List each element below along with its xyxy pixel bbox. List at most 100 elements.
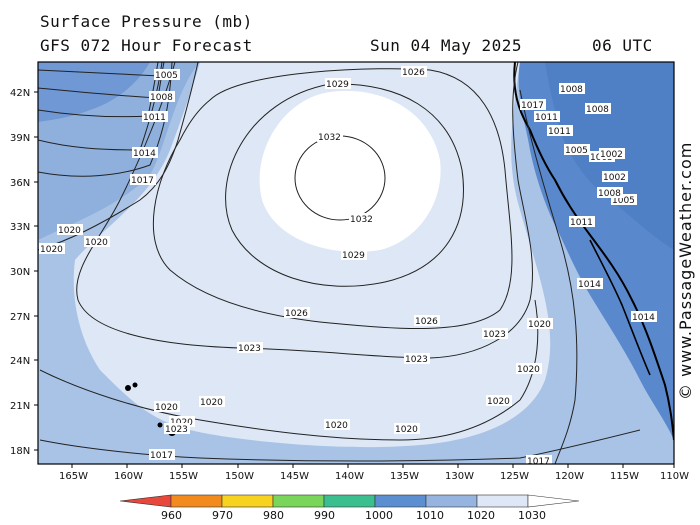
isobar-1020b xyxy=(39,299,539,441)
isobar-label-bg xyxy=(84,236,110,247)
isobar-label: 1014 xyxy=(578,280,601,290)
isobar-label: 1023 xyxy=(165,425,188,435)
isobar-label: 1029 xyxy=(326,80,349,90)
isobar-label-bg xyxy=(284,307,310,318)
isobar-label: 1020 xyxy=(40,245,63,255)
isobar-label-bg xyxy=(325,78,351,89)
isobar-label: 1017 xyxy=(150,451,173,461)
isobar-label-bg xyxy=(324,419,350,430)
forecast-model: GFS 072 Hour Forecast xyxy=(40,36,253,55)
isobar-label: 1017 xyxy=(527,457,550,467)
lon-label: 110W xyxy=(660,471,689,482)
legend-tick-label: 980 xyxy=(263,509,284,522)
isobar-label: 1020 xyxy=(155,403,178,413)
lon-label: 155W xyxy=(169,471,198,482)
isobar-label: 1011 xyxy=(535,113,558,123)
legend-tick-label: 1010 xyxy=(416,509,444,522)
map-frame xyxy=(37,61,675,465)
lon-label: 140W xyxy=(335,471,364,482)
legend-swatch xyxy=(527,494,580,508)
isobar-label: 1005 xyxy=(612,196,635,206)
legend-swatch xyxy=(476,494,529,508)
lon-label: 135W xyxy=(390,471,419,482)
high-pressure-1030 xyxy=(259,90,441,252)
isobar-label: 1020 xyxy=(200,398,223,408)
isobar-label-bg xyxy=(164,423,190,434)
isobar-label-bg xyxy=(142,111,168,122)
island-oahu xyxy=(132,382,138,388)
isobar-label-bg xyxy=(585,103,611,114)
isobar-label-bg xyxy=(482,328,508,339)
isobar-label-bg xyxy=(516,363,542,374)
isobar-label-layer: 1005 1008 1011 1014 1017 1020 1020 1020 1020 1020… xyxy=(39,66,657,467)
legend-tick-label: 960 xyxy=(161,509,182,522)
pressure-legend: 960 970 980 990 1000 1010 1020 1030 xyxy=(119,494,580,522)
isobar-label: 1017 xyxy=(521,101,544,111)
legend-swatch xyxy=(272,494,325,508)
isobar-1017-south xyxy=(39,429,641,462)
legend-swatch xyxy=(323,494,376,508)
isobar-label: 1023 xyxy=(483,330,506,340)
lon-label: 165W xyxy=(59,471,88,482)
coastline xyxy=(513,62,674,441)
isobar-label: 1014 xyxy=(632,313,655,323)
longitude-axis: 165W 160W 155W 150W 145W 140W 135W 130W … xyxy=(59,464,689,482)
isobar-label-bg xyxy=(149,91,175,102)
isobar-label-bg xyxy=(526,455,552,464)
legend-tick-label: 1000 xyxy=(365,509,393,522)
isobar-label-bg xyxy=(401,66,427,77)
isobar-label: 1026 xyxy=(402,68,425,78)
lon-label: 130W xyxy=(445,471,474,482)
legend-tick-label: 1030 xyxy=(518,509,546,522)
isobar-label-bg xyxy=(341,249,367,260)
isobar-label: 1005 xyxy=(155,71,178,81)
isobar-label: 1020 xyxy=(325,421,348,431)
isobar-label: 1020 xyxy=(58,226,81,236)
isobar-label: 1020 xyxy=(85,238,108,248)
isobar-label-bg xyxy=(130,174,156,185)
isobar-1020-coast xyxy=(519,89,578,464)
isobar-label: 1020 xyxy=(517,365,540,375)
isobar-label-bg xyxy=(527,318,553,329)
isobars xyxy=(38,62,641,464)
isobar-label-bg xyxy=(569,216,595,227)
lat-label: 33N xyxy=(10,222,30,233)
isobar-1029 xyxy=(225,83,464,287)
isobar-label-bg xyxy=(611,194,637,205)
isobar-1005 xyxy=(38,69,161,77)
latitude-axis: 42N 39N 36N 33N 30N 27N 24N 21N 18N xyxy=(10,88,38,457)
isobar-label-bg xyxy=(486,395,512,406)
lat-label: 27N xyxy=(10,312,30,323)
lat-label: 18N xyxy=(10,446,30,457)
legend-swatch xyxy=(374,494,427,508)
isobar-label-bg xyxy=(149,449,175,460)
lat-label: 42N xyxy=(10,88,30,99)
isobar-label: 1026 xyxy=(415,317,438,327)
isobar-label: 1017 xyxy=(131,176,154,186)
lat-label: 24N xyxy=(10,356,30,367)
isobar-label-bg xyxy=(349,213,375,224)
lon-label: 160W xyxy=(114,471,143,482)
lon-label: 125W xyxy=(500,471,529,482)
isobar-label-bg xyxy=(520,99,546,110)
legend-swatch xyxy=(119,494,172,508)
isobar-label-bg xyxy=(602,171,628,182)
isobar-label: 1014 xyxy=(133,149,156,159)
isobar-label: 1026 xyxy=(285,309,308,319)
legend-swatch xyxy=(221,494,274,508)
isobar-label-bg xyxy=(631,311,657,322)
isobar-label: 1008 xyxy=(150,93,173,103)
isobar-label-bg xyxy=(394,423,420,434)
isobar-label-bg xyxy=(154,401,180,412)
lon-label: 150W xyxy=(225,471,254,482)
isobar-label: 1011 xyxy=(570,218,593,228)
lon-label: 145W xyxy=(280,471,309,482)
legend-swatch xyxy=(425,494,478,508)
isobar-label: 1011 xyxy=(143,113,166,123)
island-kauai xyxy=(125,385,131,391)
isobar-label-bg xyxy=(169,416,195,427)
forecast-time: 06 UTC xyxy=(592,36,653,55)
lat-label: 21N xyxy=(10,401,30,412)
isobar-label: 1005 xyxy=(565,146,588,156)
